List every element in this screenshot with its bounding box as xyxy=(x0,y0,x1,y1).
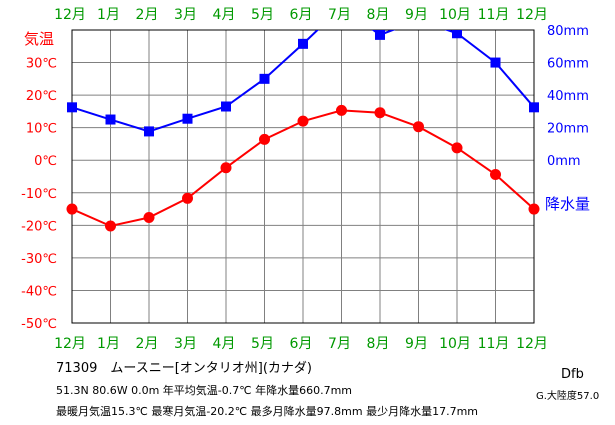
precip-point xyxy=(144,126,154,137)
temp-point xyxy=(143,212,155,224)
month-label-bottom: 10月 xyxy=(439,336,471,352)
temp-point xyxy=(336,104,347,116)
precip-point xyxy=(375,30,385,40)
axis-labels: 12月 12月 1月 1月 2月 2月 3月 3月 4月 4月 5月 5月 6月 6月 7月 7月 8月 8月 9月… xyxy=(21,7,590,352)
temp-tick-label: -20℃ xyxy=(21,219,57,234)
grid xyxy=(71,29,535,324)
plot-frame xyxy=(71,29,535,324)
station-name: 71309 ムースニー[オンタリオ州](カナダ) xyxy=(56,361,312,376)
month-label-bottom: 4月 xyxy=(213,336,236,352)
month-label-top: 7月 xyxy=(328,7,351,23)
temp-point xyxy=(66,203,78,215)
month-label-bottom: 3月 xyxy=(174,336,197,352)
temp-point xyxy=(105,220,116,232)
month-label-top: 12月 xyxy=(516,7,548,23)
month-label-bottom: 6月 xyxy=(290,336,313,352)
month-label-bottom: 2月 xyxy=(136,336,159,352)
climate-code: Dfb xyxy=(561,367,584,382)
temp-point xyxy=(413,121,424,133)
month-label-top: 2月 xyxy=(136,7,159,23)
precip-point xyxy=(529,102,539,113)
temp-point xyxy=(220,162,232,174)
month-label-top: 9月 xyxy=(405,7,428,23)
month-label-top: 1月 xyxy=(97,7,120,23)
month-label-bottom: 12月 xyxy=(516,336,548,352)
source-note: G.大陸度57.0 xyxy=(536,391,600,402)
temp-point xyxy=(374,107,386,119)
temp-tick-label: -30℃ xyxy=(21,252,57,267)
month-label-top: 3月 xyxy=(174,7,197,23)
month-label-bottom: 7月 xyxy=(328,336,351,352)
temp-point xyxy=(297,115,309,127)
precip-tick-label: 0mm xyxy=(547,154,581,169)
precip-point xyxy=(298,38,308,49)
precip-point xyxy=(490,57,501,68)
temp-point xyxy=(528,203,540,215)
temp-point xyxy=(451,142,463,154)
temp-tick-label: 20℃ xyxy=(26,89,57,104)
precip-axis-label: 降水量 xyxy=(545,195,590,213)
month-label-top: 10月 xyxy=(439,7,471,23)
temp-tick-label: -10℃ xyxy=(21,187,57,202)
precip-point xyxy=(182,113,193,124)
month-label-bottom: 11月 xyxy=(478,336,510,352)
month-label-top: 8月 xyxy=(367,7,390,23)
precip-point xyxy=(452,30,462,39)
temp-tick-label: 30℃ xyxy=(26,57,57,72)
month-label-top: 12月 xyxy=(54,7,86,23)
series xyxy=(66,30,540,232)
precip-tick-label: 80mm xyxy=(547,24,589,39)
precip-point xyxy=(259,73,270,84)
temp-tick-label: -40℃ xyxy=(21,284,57,299)
month-label-top: 5月 xyxy=(251,7,274,23)
temp-axis-label: 気温 xyxy=(24,30,54,48)
month-label-bottom: 5月 xyxy=(251,336,274,352)
temp-tick-label: 0℃ xyxy=(34,154,57,169)
temp-tick-label: 10℃ xyxy=(26,122,57,137)
precip-tick-label: 20mm xyxy=(547,122,589,137)
station-stats-2: 最暖月気温15.3℃ 最寒月気温-20.2℃ 最多月降水量97.8mm 最少月降… xyxy=(56,405,478,418)
month-label-top: 11月 xyxy=(478,7,510,23)
precip-tick-label: 40mm xyxy=(547,89,589,104)
month-label-bottom: 12月 xyxy=(54,336,86,352)
temp-point xyxy=(182,192,193,204)
month-label-top: 6月 xyxy=(290,7,313,23)
month-label-bottom: 9月 xyxy=(405,336,428,352)
month-label-bottom: 1月 xyxy=(97,336,120,352)
station-stats-1: 51.3N 80.6W 0.0m 年平均気温-0.7℃ 年降水量660.7mm xyxy=(56,384,353,397)
precip-point xyxy=(105,114,116,125)
precip-point xyxy=(67,102,77,113)
month-label-top: 4月 xyxy=(213,7,236,23)
month-label-bottom: 8月 xyxy=(367,336,390,352)
precip-point xyxy=(221,101,231,112)
temp-point xyxy=(259,133,270,145)
temp-point xyxy=(490,169,501,181)
precip-tick-label: 60mm xyxy=(547,57,589,72)
temp-tick-label: -50℃ xyxy=(21,317,57,332)
